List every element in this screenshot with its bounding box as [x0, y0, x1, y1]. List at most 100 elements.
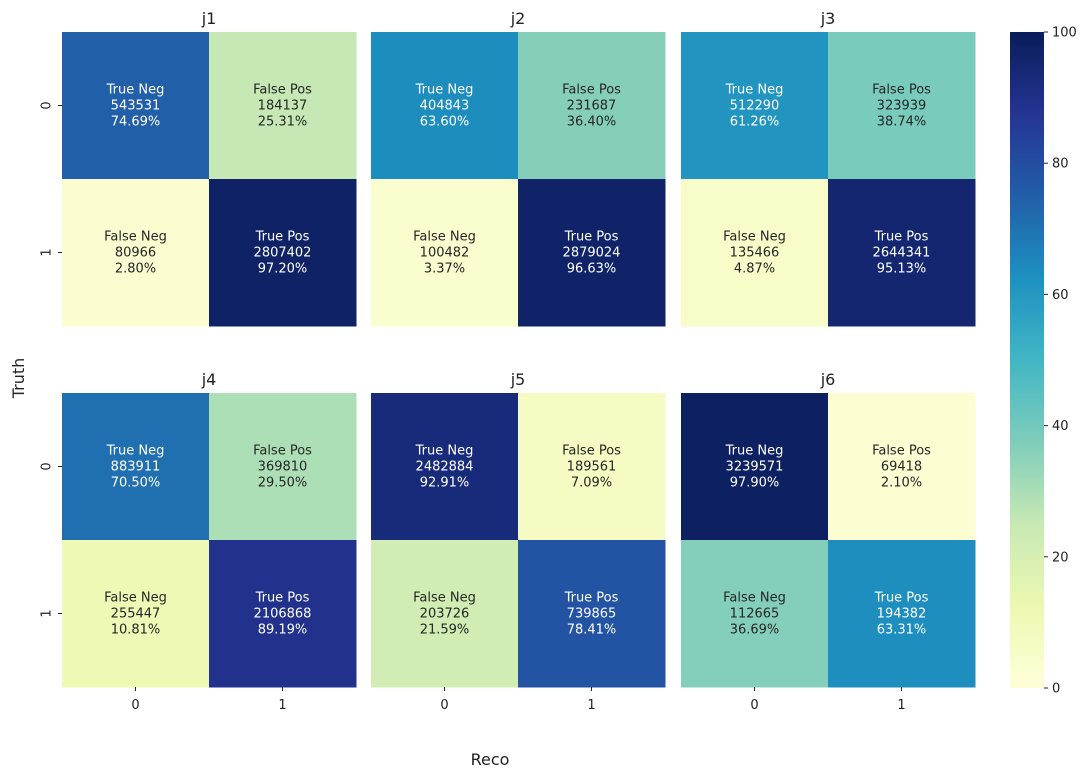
cell-count-label: 135466	[730, 246, 780, 261]
cell-category-label: True Pos	[255, 230, 310, 245]
cell-category-label: False Pos	[253, 444, 312, 459]
cell-category-label: False Pos	[562, 83, 621, 98]
cell-count-label: 2879024	[563, 246, 621, 261]
colorbar-tick-label: 100	[1052, 26, 1077, 41]
cell-count-label: 2482884	[416, 460, 474, 475]
cell-percent-label: 97.20%	[258, 262, 308, 277]
cell-count-label: 231687	[567, 99, 617, 114]
cell-percent-label: 78.41%	[567, 623, 617, 638]
x-tick-label: 1	[278, 698, 286, 713]
cell-category-label: True Neg	[725, 83, 784, 98]
cell-category-label: False Neg	[104, 591, 167, 606]
y-axis-label: Truth	[9, 358, 28, 400]
x-tick-label: 1	[587, 698, 595, 713]
colorbar-tick-label: 60	[1052, 288, 1069, 303]
heatmap-cell	[209, 393, 357, 541]
cell-percent-label: 61.26%	[730, 115, 780, 130]
y-tick-label: 1	[40, 609, 55, 617]
heatmap-cell	[828, 179, 976, 327]
colorbar: 0 20 40 60 80 100	[1010, 26, 1077, 697]
cell-percent-label: 25.31%	[258, 115, 308, 130]
cell-category-label: False Neg	[723, 230, 786, 245]
cell-count-label: 3239571	[726, 460, 784, 475]
panel-title: j3	[820, 9, 836, 28]
heatmap-cell	[209, 540, 357, 688]
cell-percent-label: 21.59%	[420, 623, 470, 638]
cell-percent-label: 92.91%	[420, 476, 470, 491]
x-tick-label: 0	[131, 698, 139, 713]
heatmap-cell	[518, 540, 666, 688]
cell-category-label: False Neg	[723, 591, 786, 606]
cell-category-label: True Pos	[874, 230, 929, 245]
cell-category-label: True Pos	[564, 591, 619, 606]
x-tick-label: 0	[440, 698, 448, 713]
cell-category-label: True Pos	[255, 591, 310, 606]
cell-category-label: True Neg	[106, 444, 165, 459]
cell-category-label: True Neg	[415, 83, 474, 98]
cell-percent-label: 74.69%	[111, 115, 161, 130]
y-tick-label: 0	[40, 101, 55, 109]
heatmap-cell	[62, 32, 210, 180]
cell-percent-label: 63.60%	[420, 115, 470, 130]
cell-percent-label: 89.19%	[258, 623, 308, 638]
cell-count-label: 739865	[567, 607, 617, 622]
heatmap-cell	[371, 179, 519, 327]
cell-count-label: 189561	[567, 460, 617, 475]
y-tick-label: 0	[40, 462, 55, 470]
cell-percent-label: 3.37%	[424, 262, 465, 277]
colorbar-tick-label: 40	[1052, 419, 1069, 434]
heatmap-cell	[681, 179, 829, 327]
cell-category-label: False Neg	[104, 230, 167, 245]
cell-percent-label: 2.10%	[881, 476, 922, 491]
cell-count-label: 883911	[111, 460, 161, 475]
cell-count-label: 404843	[420, 99, 470, 114]
cell-count-label: 369810	[258, 460, 308, 475]
cell-category-label: False Pos	[872, 444, 931, 459]
heatmap-cell	[681, 32, 829, 180]
cell-category-label: False Pos	[562, 444, 621, 459]
heatmap-cell	[371, 540, 519, 688]
cell-count-label: 80966	[115, 246, 156, 261]
cell-category-label: True Pos	[874, 591, 929, 606]
heatmap-cell	[518, 179, 666, 327]
cell-category-label: True Neg	[725, 444, 784, 459]
cell-percent-label: 4.87%	[734, 262, 775, 277]
heatmap-cell	[62, 393, 210, 541]
cell-percent-label: 38.74%	[877, 115, 927, 130]
heatmap-cell	[518, 32, 666, 180]
cell-percent-label: 29.50%	[258, 476, 308, 491]
cell-count-label: 69418	[881, 460, 922, 475]
cell-percent-label: 96.63%	[567, 262, 617, 277]
heatmap-cell	[681, 540, 829, 688]
cell-count-label: 194382	[877, 607, 927, 622]
cell-percent-label: 36.69%	[730, 623, 780, 638]
cell-count-label: 203726	[420, 607, 470, 622]
cell-category-label: False Neg	[413, 591, 476, 606]
y-tick-label: 1	[40, 248, 55, 256]
cell-category-label: True Neg	[415, 444, 474, 459]
cell-count-label: 2807402	[254, 246, 312, 261]
cell-category-label: True Pos	[564, 230, 619, 245]
cell-count-label: 323939	[877, 99, 927, 114]
heatmap-cell	[371, 32, 519, 180]
heatmap-cell	[209, 32, 357, 180]
x-tick-label: 1	[897, 698, 905, 713]
cell-percent-label: 36.40%	[567, 115, 617, 130]
colorbar-tick-label: 20	[1052, 550, 1069, 565]
cell-count-label: 543531	[111, 99, 161, 114]
cell-percent-label: 63.31%	[877, 623, 927, 638]
cell-percent-label: 10.81%	[111, 623, 161, 638]
cell-percent-label: 7.09%	[571, 476, 612, 491]
heatmap-cell	[62, 179, 210, 327]
cell-count-label: 184137	[258, 99, 308, 114]
heatmap-cell	[371, 393, 519, 541]
cell-count-label: 255447	[111, 607, 161, 622]
cell-category-label: False Pos	[253, 83, 312, 98]
heatmap-cell	[518, 393, 666, 541]
